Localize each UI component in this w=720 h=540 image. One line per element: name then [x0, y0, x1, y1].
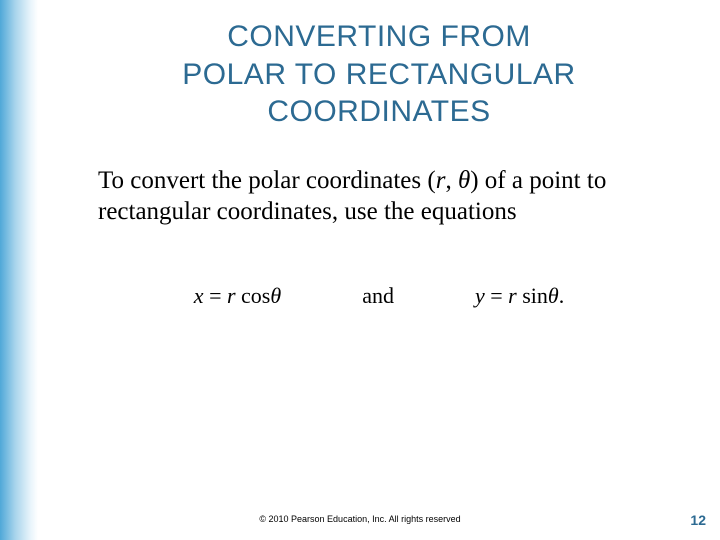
- slide-content: CONVERTING FROM POLAR TO RECTANGULAR COO…: [38, 0, 720, 540]
- eq-r2: r: [508, 283, 517, 308]
- page-number: 12: [690, 512, 706, 528]
- equation-y: y = r sinθ.: [475, 283, 564, 309]
- eq-sin: sin: [517, 283, 548, 308]
- body-paragraph: To convert the polar coordinates (r, θ) …: [98, 165, 670, 228]
- eq-and: and: [362, 283, 394, 308]
- title-line-3: COORDINATES: [267, 95, 490, 128]
- body-pre: To convert the polar coordinates (: [98, 167, 436, 194]
- eq-eq1: =: [204, 283, 227, 308]
- page-title: CONVERTING FROM POLAR TO RECTANGULAR COO…: [78, 18, 680, 131]
- title-line-2: POLAR TO RECTANGULAR: [182, 58, 575, 91]
- side-gradient: [0, 0, 38, 540]
- body-theta: θ: [458, 167, 470, 194]
- eq-cos: cos: [236, 283, 271, 308]
- body-comma: ,: [445, 167, 458, 194]
- eq-theta1: θ: [270, 283, 281, 308]
- eq-eq2: =: [485, 283, 508, 308]
- body-r: r: [436, 167, 446, 194]
- copyright-footer: © 2010 Pearson Education, Inc. All right…: [0, 514, 720, 524]
- equations-row: x = r cosθ and y = r sinθ.: [78, 283, 680, 309]
- eq-x-var: x: [194, 283, 204, 308]
- eq-y-var: y: [475, 283, 485, 308]
- equation-x: x = r cosθ: [194, 283, 281, 309]
- title-line-1: CONVERTING FROM: [227, 20, 531, 53]
- eq-r1: r: [227, 283, 236, 308]
- eq-theta2: θ: [548, 283, 559, 308]
- eq-period: .: [559, 283, 565, 308]
